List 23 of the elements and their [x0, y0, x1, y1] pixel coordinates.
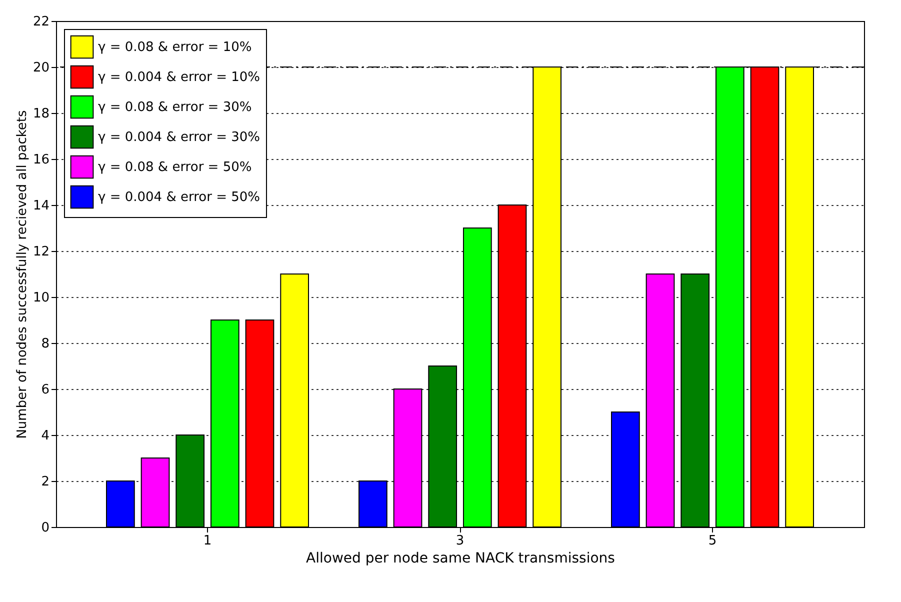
legend-label: γ = 0.08 & error = 10%	[98, 40, 252, 55]
legend-label: γ = 0.08 & error = 30%	[98, 100, 252, 115]
x-axis-title: Allowed per node same NACK transmissions	[306, 550, 615, 566]
x-tick-label: 3	[456, 534, 464, 548]
y-tick-label: 6	[41, 382, 50, 398]
x-tick-label: 5	[708, 534, 717, 548]
y-tick-label: 16	[32, 152, 50, 168]
y-tick-label: 4	[41, 428, 50, 444]
y-tick-label: 8	[41, 336, 50, 352]
y-tick-label: 18	[32, 106, 50, 122]
y-tick-label: 14	[32, 198, 50, 214]
y-axis-title: Number of nodes successfully recieved all packets	[14, 110, 30, 439]
y-tick-label: 2	[41, 474, 50, 490]
y-tick-label: 0	[41, 520, 50, 536]
x-tick-label: 1	[203, 534, 212, 548]
legend-label: γ = 0.004 & error = 30%	[98, 130, 260, 145]
y-tick-label: 20	[32, 60, 50, 76]
legend-label: γ = 0.004 & error = 10%	[98, 70, 260, 85]
y-tick-label: 12	[32, 244, 50, 260]
y-tick-label: 10	[32, 290, 50, 306]
legend-label: γ = 0.08 & error = 50%	[98, 160, 252, 175]
y-tick-label: 22	[32, 14, 50, 30]
legend-label: γ = 0.004 & error = 50%	[98, 190, 260, 205]
